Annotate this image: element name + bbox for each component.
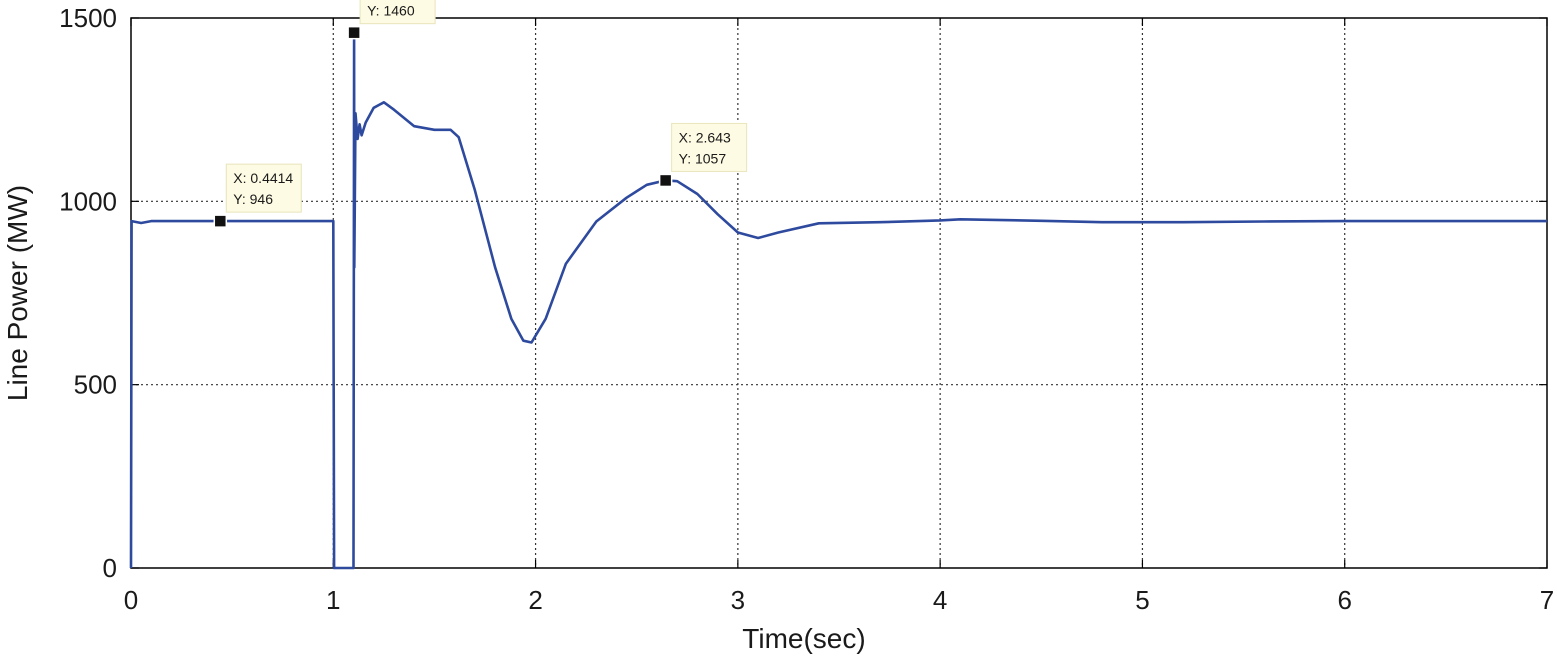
- y-tick-labels: 0 500 1000 1500: [59, 3, 117, 583]
- x-tick-label: 1: [326, 585, 340, 615]
- y-tick-label: 0: [103, 553, 117, 583]
- plot-frame: [130, 17, 1548, 569]
- data-tip-box: [671, 122, 748, 172]
- grid-lines: [131, 18, 1547, 568]
- x-tick-label: 0: [124, 585, 138, 615]
- data-tip-x-label: X: 2.643: [679, 129, 731, 145]
- x-tick-labels: 0 1 2 3 4 5 6 7: [124, 585, 1554, 615]
- y-tick-label: 500: [74, 370, 117, 400]
- data-tip[interactable]: X: 0.4414 Y: 946: [213, 163, 302, 228]
- data-tip-y-label: Y: 1057: [679, 150, 727, 166]
- x-tick-marks: [130, 18, 1548, 568]
- y-tick-label: 1000: [59, 186, 117, 216]
- data-tip-marker[interactable]: [658, 173, 673, 188]
- series-line-group: [129, 31, 1547, 570]
- x-tick-label: 4: [933, 585, 947, 615]
- x-axis-title: Time(sec): [742, 623, 865, 654]
- x-tick-label: 7: [1540, 585, 1554, 615]
- data-tip-marker[interactable]: [347, 25, 361, 40]
- data-tips: X: 0.4414 Y: 946 X: 1.103Y: 1460 X: 2.643 Y:…: [213, 0, 748, 228]
- series-line: [129, 31, 1547, 570]
- y-axis-title: Line Power (MW): [2, 185, 33, 401]
- data-tip-y-label: Y: 946: [233, 191, 273, 207]
- data-tip[interactable]: X: 1.103Y: 1460: [347, 0, 436, 40]
- data-tip-x-label: X: 0.4414: [233, 170, 293, 186]
- data-tip-box: [225, 163, 302, 213]
- x-tick-label: 2: [528, 585, 542, 615]
- x-tick-label: 6: [1337, 585, 1351, 615]
- y-tick-marks: [131, 17, 1547, 569]
- x-tick-label: 5: [1135, 585, 1149, 615]
- y-tick-label: 1500: [59, 3, 117, 33]
- data-tip[interactable]: X: 2.643 Y: 1057: [658, 122, 748, 188]
- x-tick-label: 3: [731, 585, 745, 615]
- data-tip-box: [359, 0, 436, 25]
- data-tip-y-label: Y: 1460: [367, 3, 415, 19]
- data-tip-marker[interactable]: [213, 214, 228, 228]
